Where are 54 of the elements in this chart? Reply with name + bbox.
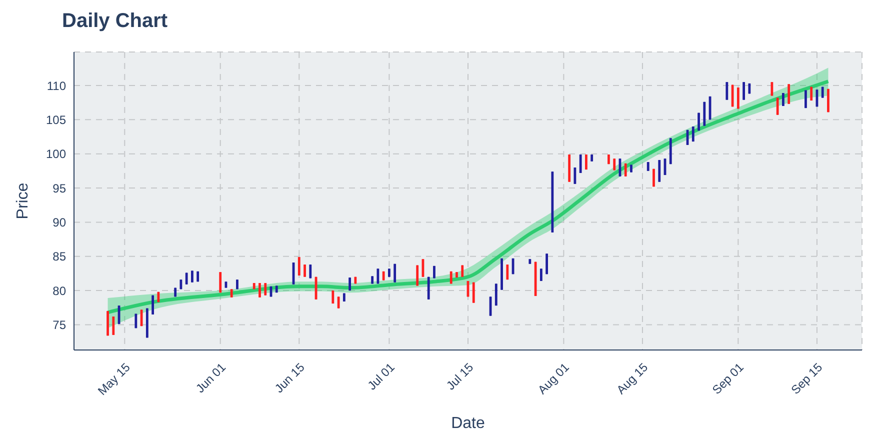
- candlestick: [219, 272, 222, 294]
- candlestick: [546, 253, 548, 275]
- y-axis-title: Price: [14, 182, 32, 220]
- candlestick: [394, 263, 396, 283]
- y-tick-label: 95: [52, 181, 66, 196]
- candlestick: [770, 82, 774, 96]
- candlestick: [304, 264, 306, 278]
- y-tick-label: 105: [46, 112, 66, 127]
- candlestick: [585, 154, 588, 170]
- x-tick-label: Jun 15: [272, 360, 308, 396]
- candlestick: [574, 167, 576, 184]
- x-tick-label: Sep 15: [788, 360, 826, 398]
- chart-title: Daily Chart: [62, 10, 168, 33]
- candlestick: [191, 270, 194, 283]
- candlestick: [264, 282, 267, 296]
- candlestick: [427, 276, 430, 300]
- y-tick-label: 110: [46, 78, 66, 93]
- candlestick: [658, 159, 661, 182]
- candlestick: [309, 264, 312, 279]
- candlestick: [726, 82, 728, 100]
- candlestick: [376, 268, 380, 284]
- x-tick-label: Aug 15: [614, 360, 651, 398]
- y-tick-label: 85: [52, 250, 66, 264]
- candlestick: [624, 162, 627, 177]
- candlestick: [742, 82, 745, 100]
- y-tick-label: 75: [52, 318, 66, 332]
- x-tick-label: Jul 15: [444, 360, 476, 393]
- candlestick: [332, 290, 334, 304]
- candlestick: [506, 264, 509, 280]
- candlestick: [579, 154, 582, 174]
- x-axis-title: Date: [451, 415, 485, 432]
- y-tick-label: 100: [46, 147, 66, 162]
- candlestick: [472, 282, 475, 304]
- candlestick: [258, 282, 261, 298]
- candlestick: [703, 101, 706, 126]
- candlestick: [776, 97, 779, 116]
- candlestick: [112, 316, 115, 336]
- candlestick: [298, 256, 300, 276]
- candlestick: [416, 264, 419, 286]
- y-tick-label: 90: [52, 215, 66, 230]
- x-tick-label: Jun 01: [193, 360, 229, 396]
- candlestick: [692, 126, 694, 142]
- candlestick: [152, 294, 154, 315]
- candlestick: [348, 277, 351, 292]
- x-tick-label: Aug 01: [535, 360, 572, 398]
- candlestick: [461, 264, 464, 278]
- y-tick-label: 80: [52, 284, 66, 298]
- x-tick-label: Jul 01: [364, 360, 398, 393]
- candlestick: [494, 283, 498, 306]
- x-tick-label: Sep 01: [710, 360, 747, 398]
- candlestick: [540, 268, 542, 282]
- candlestick: [736, 87, 740, 110]
- x-tick-label: May 15: [95, 360, 134, 398]
- candlestick: [788, 84, 790, 104]
